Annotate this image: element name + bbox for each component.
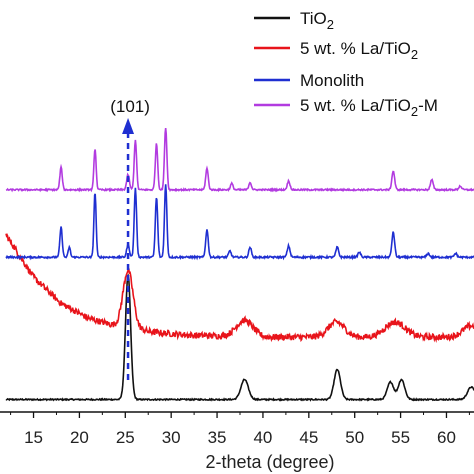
x-tick-label-30: 30 bbox=[162, 428, 181, 447]
x-tick-label-60: 60 bbox=[437, 428, 456, 447]
annotation-arrowhead bbox=[122, 118, 135, 134]
x-axis-title: 2-theta (degree) bbox=[205, 452, 334, 472]
x-tick-label-50: 50 bbox=[345, 428, 364, 447]
series-layer bbox=[5, 128, 474, 402]
legend: TiO2 5 wt. % La/TiO2 Monolith 5 wt. % La/Ti… bbox=[254, 9, 438, 119]
x-axis: 15 20 25 30 35 40 45 50 55 60 bbox=[0, 411, 474, 447]
legend-label-la_tio2_m: 5 wt. % La/TiO2-M bbox=[300, 96, 438, 119]
annotation-label: (101) bbox=[110, 97, 150, 116]
x-tick-label-35: 35 bbox=[208, 428, 227, 447]
series-line-la_tio2_m bbox=[5, 128, 474, 193]
x-tick-label-25: 25 bbox=[116, 428, 135, 447]
legend-label-tio2: TiO2 bbox=[300, 9, 334, 32]
legend-label-monolith: Monolith bbox=[300, 71, 364, 90]
x-tick-label-45: 45 bbox=[299, 428, 318, 447]
series-line-la_tio2 bbox=[5, 233, 474, 344]
series-line-monolith bbox=[5, 184, 474, 261]
x-tick-label-40: 40 bbox=[253, 428, 272, 447]
series-line-tio2 bbox=[5, 274, 474, 402]
x-tick-label-20: 20 bbox=[70, 428, 89, 447]
x-tick-label-55: 55 bbox=[391, 428, 410, 447]
x-tick-label-15: 15 bbox=[24, 428, 43, 447]
legend-label-la_tio2: 5 wt. % La/TiO2 bbox=[300, 39, 418, 62]
annotation-101: (101) bbox=[110, 97, 150, 380]
